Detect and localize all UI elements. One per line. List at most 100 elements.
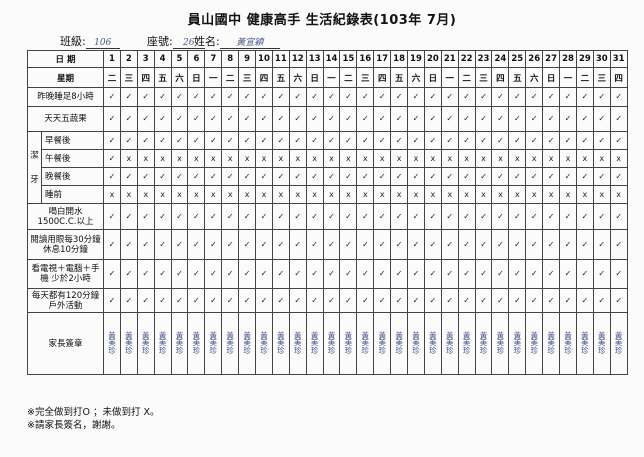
- mark-cell[interactable]: x: [491, 185, 510, 204]
- mark-cell[interactable]: ✓: [474, 87, 493, 107]
- mark-cell[interactable]: ✓: [271, 288, 290, 313]
- mark-cell[interactable]: ✓: [322, 131, 341, 150]
- mark-cell[interactable]: ✓: [288, 203, 307, 230]
- mark-cell[interactable]: ✓: [339, 106, 358, 132]
- signature-cell[interactable]: 黃美珍: [542, 312, 561, 375]
- mark-cell[interactable]: x: [187, 149, 206, 168]
- mark-cell[interactable]: ✓: [525, 131, 544, 150]
- mark-cell[interactable]: ✓: [103, 203, 121, 230]
- mark-cell[interactable]: ✓: [407, 131, 425, 150]
- mark-cell[interactable]: x: [221, 185, 240, 204]
- mark-cell[interactable]: ✓: [525, 106, 544, 132]
- mark-cell[interactable]: ✓: [491, 131, 510, 150]
- mark-cell[interactable]: ✓: [322, 106, 341, 132]
- mark-cell[interactable]: ✓: [491, 229, 510, 260]
- mark-cell[interactable]: ✓: [339, 87, 358, 107]
- mark-cell[interactable]: ✓: [423, 106, 442, 132]
- mark-cell[interactable]: x: [170, 185, 189, 204]
- mark-cell[interactable]: ✓: [255, 259, 273, 289]
- mark-cell[interactable]: ✓: [559, 259, 577, 289]
- mark-cell[interactable]: ✓: [322, 167, 341, 186]
- mark-cell[interactable]: ✓: [322, 288, 341, 313]
- mark-cell[interactable]: x: [559, 149, 577, 168]
- mark-cell[interactable]: ✓: [187, 259, 206, 289]
- mark-cell[interactable]: ✓: [204, 87, 223, 107]
- mark-cell[interactable]: x: [373, 185, 392, 204]
- mark-cell[interactable]: x: [508, 149, 527, 168]
- mark-cell[interactable]: x: [542, 149, 561, 168]
- mark-cell[interactable]: ✓: [221, 288, 240, 313]
- mark-cell[interactable]: ✓: [288, 288, 307, 313]
- mark-cell[interactable]: ✓: [373, 203, 392, 230]
- mark-cell[interactable]: ✓: [407, 259, 425, 289]
- mark-cell[interactable]: ✓: [136, 203, 155, 230]
- mark-cell[interactable]: ✓: [457, 203, 476, 230]
- mark-cell[interactable]: ✓: [457, 259, 476, 289]
- mark-cell[interactable]: ✓: [119, 203, 138, 230]
- signature-cell[interactable]: 黃美珍: [407, 312, 425, 375]
- mark-cell[interactable]: ✓: [103, 167, 121, 186]
- mark-cell[interactable]: ✓: [204, 106, 223, 132]
- mark-cell[interactable]: ✓: [170, 203, 189, 230]
- mark-cell[interactable]: ✓: [390, 167, 409, 186]
- mark-cell[interactable]: ✓: [288, 229, 307, 260]
- mark-cell[interactable]: x: [609, 185, 628, 204]
- mark-cell[interactable]: ✓: [288, 106, 307, 132]
- mark-cell[interactable]: ✓: [187, 106, 206, 132]
- mark-cell[interactable]: ✓: [322, 259, 341, 289]
- mark-cell[interactable]: ✓: [119, 229, 138, 260]
- mark-cell[interactable]: ✓: [187, 87, 206, 107]
- mark-cell[interactable]: ✓: [271, 106, 290, 132]
- mark-cell[interactable]: ✓: [339, 288, 358, 313]
- mark-cell[interactable]: ✓: [322, 87, 341, 107]
- mark-cell[interactable]: ✓: [170, 288, 189, 313]
- mark-cell[interactable]: ✓: [136, 106, 155, 132]
- mark-cell[interactable]: ✓: [255, 131, 273, 150]
- mark-cell[interactable]: ✓: [491, 87, 510, 107]
- mark-cell[interactable]: ✓: [339, 131, 358, 150]
- mark-cell[interactable]: x: [440, 185, 459, 204]
- mark-cell[interactable]: ✓: [119, 106, 138, 132]
- signature-cell[interactable]: 黃美珍: [271, 312, 290, 375]
- mark-cell[interactable]: ✓: [356, 167, 375, 186]
- mark-cell[interactable]: x: [609, 149, 628, 168]
- mark-cell[interactable]: ✓: [103, 106, 121, 132]
- mark-cell[interactable]: ✓: [136, 229, 155, 260]
- mark-cell[interactable]: ✓: [525, 167, 544, 186]
- mark-cell[interactable]: ✓: [457, 131, 476, 150]
- mark-cell[interactable]: ✓: [238, 87, 257, 107]
- mark-cell[interactable]: x: [508, 185, 527, 204]
- mark-cell[interactable]: ✓: [407, 229, 425, 260]
- mark-cell[interactable]: ✓: [153, 167, 172, 186]
- mark-cell[interactable]: ✓: [136, 259, 155, 289]
- mark-cell[interactable]: ✓: [508, 203, 527, 230]
- mark-cell[interactable]: ✓: [373, 288, 392, 313]
- mark-cell[interactable]: x: [457, 185, 476, 204]
- mark-cell[interactable]: ✓: [339, 229, 358, 260]
- mark-cell[interactable]: ✓: [508, 288, 527, 313]
- mark-cell[interactable]: ✓: [592, 203, 611, 230]
- mark-cell[interactable]: x: [575, 149, 594, 168]
- mark-cell[interactable]: ✓: [559, 288, 577, 313]
- mark-cell[interactable]: ✓: [373, 106, 392, 132]
- mark-cell[interactable]: ✓: [322, 203, 341, 230]
- mark-cell[interactable]: x: [423, 149, 442, 168]
- mark-cell[interactable]: ✓: [474, 203, 493, 230]
- mark-cell[interactable]: x: [238, 185, 257, 204]
- mark-cell[interactable]: ✓: [153, 203, 172, 230]
- mark-cell[interactable]: ✓: [559, 203, 577, 230]
- mark-cell[interactable]: ✓: [119, 131, 138, 150]
- signature-cell[interactable]: 黃美珍: [457, 312, 476, 375]
- mark-cell[interactable]: x: [103, 185, 121, 204]
- mark-cell[interactable]: ✓: [305, 229, 324, 260]
- signature-cell[interactable]: 黃美珍: [423, 312, 442, 375]
- signature-cell[interactable]: 黃美珍: [609, 312, 628, 375]
- mark-cell[interactable]: ✓: [423, 229, 442, 260]
- mark-cell[interactable]: ✓: [542, 167, 561, 186]
- mark-cell[interactable]: ✓: [204, 203, 223, 230]
- mark-cell[interactable]: ✓: [271, 229, 290, 260]
- signature-cell[interactable]: 黃美珍: [474, 312, 493, 375]
- mark-cell[interactable]: x: [407, 149, 425, 168]
- mark-cell[interactable]: ✓: [288, 131, 307, 150]
- signature-cell[interactable]: 黃美珍: [373, 312, 392, 375]
